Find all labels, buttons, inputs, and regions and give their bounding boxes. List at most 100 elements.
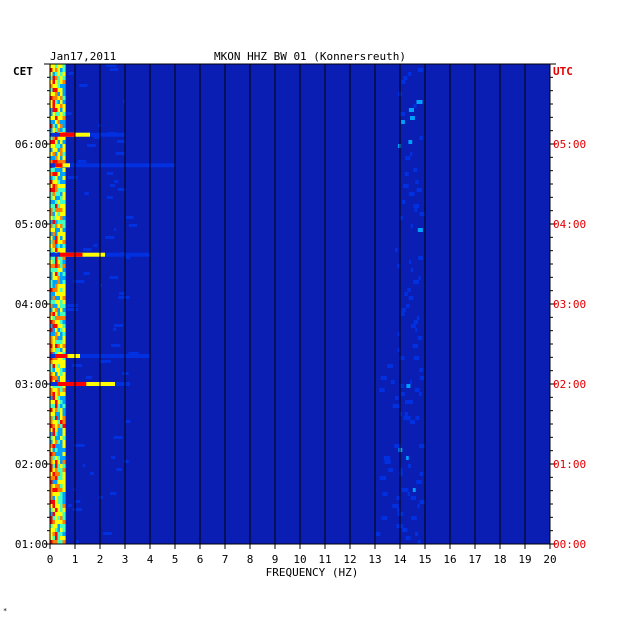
- heat-cell: [106, 196, 113, 199]
- heat-cell: [55, 208, 59, 212]
- heat-cell: [57, 88, 61, 92]
- heat-cell: [57, 532, 61, 536]
- heat-cell: [62, 104, 66, 108]
- heat-cell: [50, 476, 54, 480]
- heat-cell: [52, 296, 56, 300]
- heat-cell: [60, 116, 64, 120]
- heat-cell: [57, 468, 61, 472]
- heat-cell: [407, 72, 412, 76]
- heat-cell: [50, 272, 54, 276]
- heat-cell: [52, 308, 56, 312]
- heat-cell: [74, 500, 81, 503]
- heat-cell: [82, 464, 86, 467]
- heat-cell: [62, 432, 66, 436]
- heat-cell: [60, 88, 64, 92]
- heat-cell: [50, 124, 54, 128]
- heat-cell: [55, 336, 59, 340]
- heat-cell: [52, 152, 56, 156]
- heat-cell: [60, 480, 64, 484]
- heat-cell: [52, 408, 56, 412]
- heat-cell: [419, 376, 425, 380]
- heat-cell: [60, 452, 64, 456]
- heat-cell: [52, 440, 56, 444]
- heat-cell: [50, 216, 54, 220]
- heat-cell: [52, 212, 56, 216]
- heat-cell: [62, 148, 66, 152]
- heat-cell: [60, 152, 64, 156]
- heat-cell: [57, 84, 61, 88]
- heat-cell: [55, 424, 59, 428]
- heat-cell: [60, 424, 64, 428]
- heat-cell: [67, 304, 78, 307]
- heat-cell: [50, 248, 54, 252]
- heat-cell: [50, 240, 54, 244]
- heat-cell: [55, 180, 59, 184]
- heat-cell: [50, 536, 54, 540]
- x-tick-label: 15: [418, 553, 431, 566]
- heat-cell: [57, 304, 61, 308]
- heat-cell: [57, 292, 61, 296]
- heat-cell: [62, 80, 66, 84]
- heat-cell: [50, 232, 54, 236]
- heat-cell: [55, 432, 59, 436]
- heat-cell: [50, 300, 54, 304]
- heat-cell: [52, 488, 56, 492]
- heat-cell: [62, 124, 66, 128]
- heat-cell: [55, 244, 59, 248]
- heat-cell: [82, 248, 92, 251]
- heat-cell: [62, 152, 66, 156]
- heat-cell: [50, 168, 54, 172]
- heat-cell: [57, 96, 61, 100]
- heat-cell: [57, 508, 61, 512]
- heat-cell: [55, 88, 59, 92]
- heat-cell: [50, 88, 54, 92]
- heat-cell: [55, 492, 59, 496]
- heat-cell: [407, 492, 411, 496]
- heat-cell: [62, 388, 66, 392]
- heat-cell: [57, 308, 61, 312]
- heat-cell: [52, 68, 56, 72]
- heat-cell: [109, 68, 119, 71]
- heat-cell: [50, 376, 54, 380]
- heat-cell: [57, 108, 61, 112]
- heat-cell: [67, 176, 78, 179]
- heat-cell: [52, 480, 56, 484]
- heat-cell: [400, 384, 404, 388]
- heat-cell: [62, 300, 66, 304]
- heat-cell: [57, 324, 61, 328]
- heat-cell: [52, 232, 56, 236]
- heat-cell: [52, 128, 56, 132]
- heat-cell: [409, 420, 415, 424]
- heat-cell: [114, 180, 119, 183]
- heat-cell: [60, 516, 64, 520]
- heat-cell: [103, 532, 112, 535]
- heat-cell: [60, 184, 64, 188]
- heat-cell: [50, 116, 54, 120]
- x-tick-label: 1: [72, 553, 79, 566]
- heat-cell: [62, 172, 66, 176]
- heat-cell: [52, 176, 56, 180]
- heat-cell: [50, 148, 54, 152]
- heat-cell: [52, 324, 56, 328]
- heat-cell: [55, 528, 59, 532]
- heat-cell: [116, 468, 122, 471]
- heat-cell: [52, 340, 56, 344]
- heat-cell: [60, 524, 64, 528]
- heat-cell: [382, 492, 388, 496]
- heat-cell: [57, 196, 61, 200]
- heat-cell: [57, 504, 61, 508]
- heat-cell: [60, 68, 64, 72]
- heat-cell: [57, 360, 61, 364]
- heat-cell: [60, 220, 64, 224]
- heat-cell: [52, 260, 56, 264]
- heat-cell: [401, 200, 406, 204]
- heat-cell: [419, 500, 426, 504]
- heat-cell: [62, 264, 66, 268]
- x-tick-label: 11: [318, 553, 331, 566]
- heat-cell: [60, 432, 64, 436]
- heat-cell: [60, 96, 64, 100]
- y-tick-label-right: 02:00: [553, 378, 586, 391]
- heat-cell: [60, 508, 64, 512]
- heat-cell: [109, 276, 119, 279]
- heat-cell: [110, 456, 116, 459]
